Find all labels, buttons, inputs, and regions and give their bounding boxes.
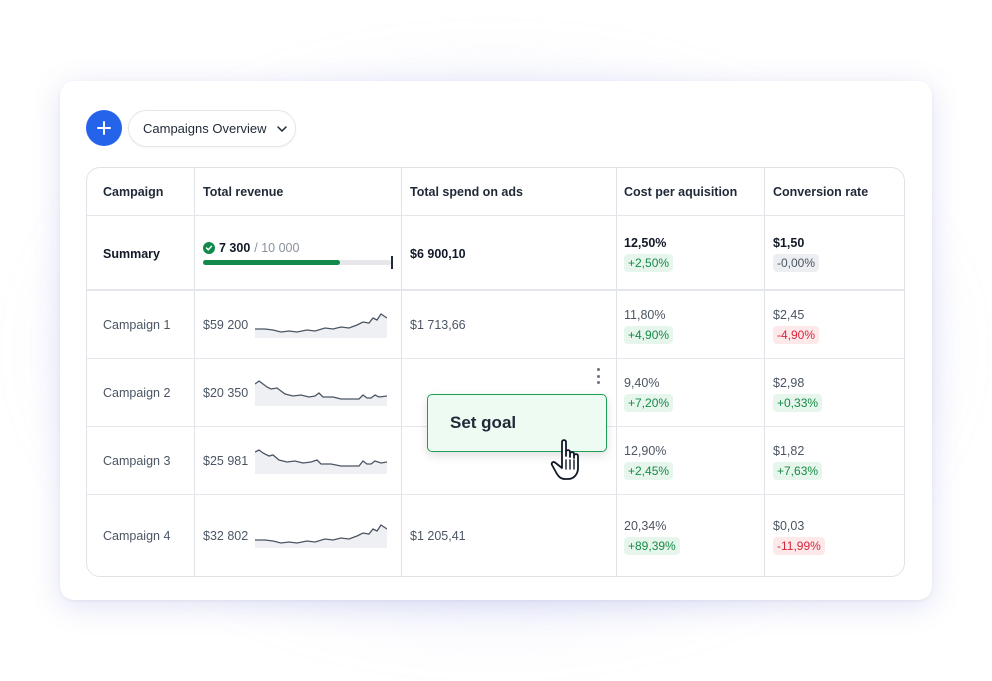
- row-divider: [87, 494, 904, 495]
- header-conversion-rate[interactable]: Conversion rate: [773, 185, 869, 199]
- campaign-revenue: $59 200: [203, 318, 249, 332]
- progress-bar: [203, 256, 393, 269]
- campaign-conversion: $2,98: [773, 376, 805, 390]
- table-grid: [87, 168, 904, 576]
- header-cost-per-acquisition[interactable]: Cost per aquisition: [624, 185, 738, 199]
- header-total-revenue[interactable]: Total revenue: [203, 185, 284, 199]
- campaign-conversion-delta: -4,90%: [773, 326, 820, 344]
- header-total-spend[interactable]: Total spend on ads: [410, 185, 523, 199]
- campaign-revenue: $20 350: [203, 386, 249, 400]
- row-divider: [87, 358, 904, 359]
- view-selector-label: Campaigns Overview: [143, 121, 267, 136]
- campaign-cpa: 11,80%: [624, 308, 666, 322]
- add-button[interactable]: [86, 110, 122, 146]
- row-divider: [87, 215, 904, 216]
- summary-label: Summary: [103, 247, 160, 261]
- campaign-conversion-delta: -11,99%: [773, 537, 825, 555]
- summary-conversion: $1,50: [773, 236, 805, 250]
- revenue-sparkline: [255, 380, 387, 406]
- campaign-cpa: 9,40%: [624, 376, 660, 390]
- campaign-conversion: $0,03: [773, 519, 805, 533]
- check-circle-icon: [203, 242, 215, 254]
- campaign-cpa-delta: +2,45%: [624, 462, 674, 480]
- campaign-name[interactable]: Campaign 2: [103, 386, 171, 400]
- set-goal-button[interactable]: Set goal: [427, 394, 607, 452]
- campaign-cpa: 20,34%: [624, 519, 667, 533]
- row-divider: [87, 289, 904, 291]
- campaigns-table: Campaign Total revenue Total spend on ad…: [86, 167, 905, 577]
- header-campaign[interactable]: Campaign: [103, 185, 164, 199]
- column-divider: [401, 168, 402, 576]
- campaign-cpa: 12,90%: [624, 444, 667, 458]
- campaign-revenue: $25 981: [203, 454, 249, 468]
- revenue-sparkline: [255, 449, 387, 474]
- revenue-current: 7 300: [219, 241, 251, 255]
- set-goal-label: Set goal: [450, 413, 517, 432]
- hand-pointer-cursor-icon: [550, 439, 579, 480]
- revenue-sparkline: [255, 313, 387, 338]
- progress-fill: [203, 260, 341, 265]
- campaign-spend: $1 205,41: [410, 529, 466, 543]
- chevron-down-icon: [276, 125, 287, 132]
- column-divider: [194, 168, 195, 576]
- campaign-spend: $1 713,66: [410, 318, 466, 332]
- campaign-conversion: $2,45: [773, 308, 805, 322]
- revenue-goal-progress: 7 300 / 10 000: [203, 241, 395, 269]
- progress-goal-marker: [391, 256, 393, 269]
- revenue-sparkline: [255, 524, 387, 548]
- revenue-goal: / 10 000: [254, 241, 300, 255]
- view-selector-dropdown[interactable]: Campaigns Overview: [128, 110, 296, 147]
- plus-icon: [97, 121, 111, 135]
- column-divider: [616, 168, 617, 576]
- campaign-name[interactable]: Campaign 3: [103, 454, 171, 468]
- campaign-revenue: $32 802: [203, 529, 249, 543]
- campaign-conversion: $1,82: [773, 444, 805, 458]
- summary-spend: $6 900,10: [410, 247, 466, 261]
- column-divider: [764, 168, 765, 576]
- campaign-conversion-delta: +7,63%: [773, 462, 823, 480]
- campaign-cpa-delta: +7,20%: [624, 394, 674, 412]
- campaign-name[interactable]: Campaign 1: [103, 318, 171, 332]
- summary-conversion-delta: -0,00%: [773, 254, 820, 272]
- more-options-icon[interactable]: [591, 368, 605, 384]
- summary-cpa: 12,50%: [624, 236, 667, 250]
- campaign-cpa-delta: +4,90%: [624, 326, 674, 344]
- campaign-name[interactable]: Campaign 4: [103, 529, 171, 543]
- summary-cpa-delta: +2,50%: [624, 254, 674, 272]
- campaign-cpa-delta: +89,39%: [624, 537, 680, 555]
- campaign-conversion-delta: +0,33%: [773, 394, 823, 412]
